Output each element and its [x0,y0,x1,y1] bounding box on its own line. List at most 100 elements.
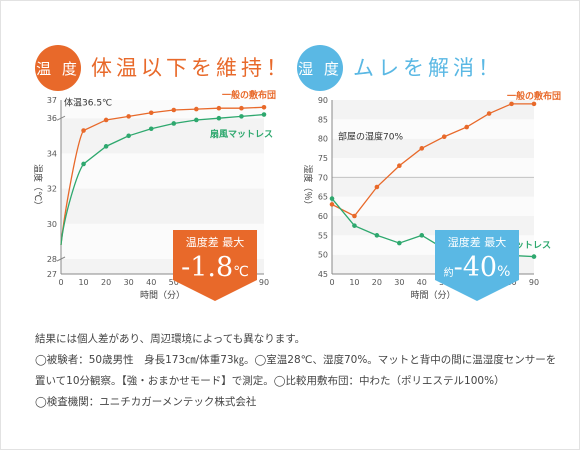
y-tick-label: 85 [318,115,328,124]
grid-band [332,177,534,197]
x-tick-label: 40 [146,278,156,287]
data-point [81,161,86,167]
callout-value-unit: ℃ [233,264,249,280]
data-point [464,124,469,130]
body-temp-annotation: 体温36.5℃ [64,96,112,108]
x-axis-title: 時間（分） [410,290,455,301]
callout-value-unit: % [497,264,510,280]
callout-arrow-shape [173,230,257,301]
temperature-badge: 温 度 [35,45,81,91]
x-tick-label: 40 [417,278,427,287]
reference-label: 部屋の湿度70% [338,130,403,142]
footnote-line: ◯検査機関：ユニチカガーメンテック株式会社 [35,396,257,408]
y-tick-label: 60 [318,212,328,221]
footnotes: 結果には個人差があり、周辺環境によっても異なります。 ◯被験者：50歳男性 身長… [35,329,575,413]
y-tick-label: 34 [47,149,57,158]
axis-break-mark [56,115,66,121]
data-point [352,223,357,228]
series-label: 一般の敷布団 [222,89,276,101]
series-label: 扇風マットレス [210,128,273,140]
callout-value-prefix: 約 [444,266,454,279]
y-tick-label: 70 [318,173,328,182]
data-point [239,114,244,119]
grid-band [332,158,534,178]
data-point [81,128,86,133]
y-tick-label: 75 [318,154,328,163]
data-point [126,133,131,139]
data-point [103,117,109,123]
data-point [148,126,154,132]
series-line-1 [60,113,265,245]
data-point [194,106,199,112]
data-point [329,196,335,201]
callout-title: 湿度差 最大 [448,235,507,249]
data-point [239,105,244,111]
x-tick-label: 20 [101,278,111,287]
callout-value: 約-40% [444,252,511,283]
y-tick-label: 65 [318,193,328,202]
data-point [171,107,177,113]
data-point [148,110,154,116]
y-tick-label: 28 [47,255,57,264]
y-tick-label: 45 [318,270,328,279]
x-tick-label: 30 [124,278,134,287]
data-point [397,163,402,169]
grid-band [332,100,534,120]
grid-band [332,196,534,216]
x-tick-label: 30 [394,278,404,287]
grid-band [61,153,264,189]
data-point [509,101,514,107]
series-line-0 [60,106,265,245]
y-axis-title: 湿度（％） [302,164,314,209]
grid-band [332,138,534,158]
footnote-line: 結果には個人差があり、周辺環境によっても異なります。 [35,333,306,345]
data-point [397,240,402,246]
temperature-callout: 温度差 最大 -1.8℃ [173,230,257,301]
x-axis-title: 時間（分） [140,290,185,301]
y-tick-label: 50 [318,251,328,260]
callout-arrow-shape [435,230,519,301]
grid-band [61,100,264,119]
humidity-headline: ムレを解消！ [353,56,503,80]
data-point [441,134,447,140]
callout-value-number: -40 [454,252,497,283]
y-tick-label: 37 [47,96,57,105]
data-point [374,233,380,238]
y-tick-label: 36 [47,114,57,123]
grid-band [61,188,264,224]
y-tick-label: 27 [47,270,57,279]
x-tick-label: 10 [349,278,359,287]
x-tick-label: 0 [329,278,334,287]
temperature-chart: 体温36.5℃272830323436370102030405060708090… [32,89,276,301]
y-tick-label: 90 [318,96,328,105]
x-tick-label: 10 [78,278,88,287]
humidity-chart: 部屋の湿度70%45505560657075808590010203040506… [302,90,561,301]
callout-value: -1.8℃ [181,252,249,283]
callout-title: 温度差 最大 [186,235,245,249]
data-point [261,112,267,117]
data-point [216,115,222,121]
y-tick-label: 55 [318,231,328,240]
grid-band [61,118,264,154]
y-tick-label: 30 [47,220,57,229]
temperature-headline: 体温以下を維持！ [91,56,291,80]
data-point [126,114,131,119]
data-point [329,202,335,207]
x-tick-label: 90 [529,278,539,287]
data-point [171,121,177,126]
series-label: 一般の敷布団 [507,90,561,102]
x-tick-label: 20 [372,278,382,287]
axis-break-mark [56,256,66,262]
y-tick-label: 32 [47,185,57,194]
data-point [486,111,492,116]
data-point [419,233,425,238]
footnote-line: 置いて10分観察。【強・おまかせモード】で測定。◯比較用敷布団：中わた（ポリエス… [35,375,505,387]
data-point [531,254,537,259]
series-line-0 [331,103,534,217]
data-point [419,146,425,151]
data-point [352,213,357,219]
data-point [103,144,109,149]
x-tick-label: 0 [58,278,63,287]
data-point [531,101,537,107]
callout-value-number: -1.8 [181,252,233,283]
